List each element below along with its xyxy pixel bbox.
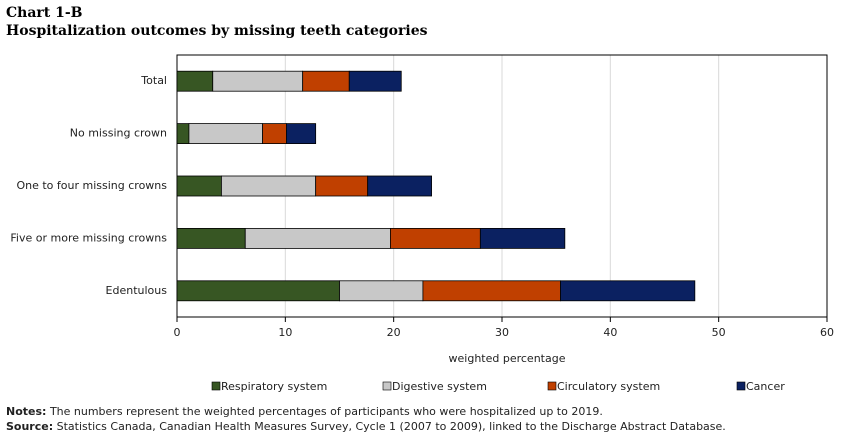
bar-segment	[176, 227, 246, 249]
x-tick-label: 20	[387, 326, 401, 339]
source: Source: Statistics Canada, Canadian Heal…	[6, 420, 726, 433]
legend-label: Cancer	[746, 380, 785, 393]
y-tick-label: No missing crown	[70, 127, 167, 140]
bar-segment	[244, 227, 391, 249]
source-text: Statistics Canada, Canadian Health Measu…	[57, 420, 726, 433]
notes: Notes: The numbers represent the weighte…	[6, 405, 603, 418]
x-tick-label: 60	[820, 326, 834, 339]
bar-segment	[339, 280, 424, 302]
bar-segment	[348, 70, 402, 92]
bar-segment	[479, 227, 566, 249]
y-tick-label: One to four missing crowns	[16, 179, 167, 192]
x-tick-label: 40	[603, 326, 617, 339]
legend-swatch	[547, 381, 557, 391]
bar-segment	[422, 280, 561, 302]
legend-label: Digestive system	[392, 380, 487, 393]
y-tick-label: Five or more missing crowns	[10, 231, 167, 244]
notes-label: Notes:	[6, 405, 46, 418]
bar-segment	[560, 280, 696, 302]
x-axis-label: weighted percentage	[449, 352, 566, 365]
bar-segment	[286, 123, 317, 144]
bar-segment	[188, 123, 263, 144]
legend-label: Respiratory system	[221, 380, 327, 393]
bar-segment	[390, 227, 481, 249]
legend-swatch	[736, 381, 746, 391]
chart-title: Hospitalization outcomes by missing teet…	[6, 23, 428, 39]
bar-segment	[221, 175, 317, 197]
bar-segment	[176, 70, 214, 92]
bar-segment	[176, 123, 190, 144]
y-tick-label: Edentulous	[106, 284, 168, 297]
legend-label: Circulatory system	[557, 380, 660, 393]
x-tick-label: 50	[712, 326, 726, 339]
bar-segment	[302, 70, 350, 92]
bar-segment	[262, 123, 287, 144]
notes-text: The numbers represent the weighted perce…	[49, 405, 603, 418]
legend-swatch	[382, 381, 392, 391]
x-tick-label: 30	[495, 326, 509, 339]
chart-label: Chart 1-B	[6, 5, 83, 21]
x-tick-label: 0	[174, 326, 181, 339]
bar-segment	[176, 280, 340, 302]
bar-segment	[315, 175, 369, 197]
bar-segment	[367, 175, 432, 197]
legend-swatch	[211, 381, 221, 391]
source-label: Source:	[6, 420, 53, 433]
bar-segment	[176, 175, 222, 197]
x-tick-label: 10	[278, 326, 292, 339]
bar-segment	[212, 70, 304, 92]
y-tick-label: Total	[140, 74, 167, 87]
